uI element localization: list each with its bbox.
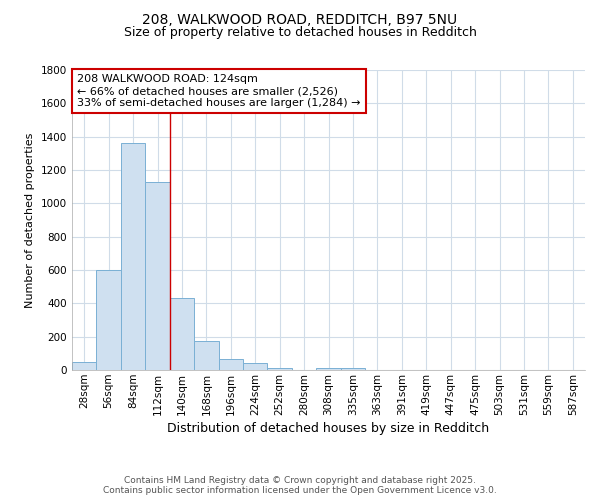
Bar bbox=[218, 358, 243, 370]
X-axis label: Distribution of detached houses by size in Redditch: Distribution of detached houses by size … bbox=[167, 422, 490, 435]
Text: Size of property relative to detached houses in Redditch: Size of property relative to detached ho… bbox=[124, 26, 476, 39]
Bar bbox=[316, 368, 341, 370]
Y-axis label: Number of detached properties: Number of detached properties bbox=[25, 132, 35, 308]
Bar bbox=[194, 341, 218, 370]
Text: Contains HM Land Registry data © Crown copyright and database right 2025.
Contai: Contains HM Land Registry data © Crown c… bbox=[103, 476, 497, 495]
Bar bbox=[243, 363, 268, 370]
Bar bbox=[170, 298, 194, 370]
Bar bbox=[268, 368, 292, 370]
Text: 208 WALKWOOD ROAD: 124sqm
← 66% of detached houses are smaller (2,526)
33% of se: 208 WALKWOOD ROAD: 124sqm ← 66% of detac… bbox=[77, 74, 361, 108]
Bar bbox=[72, 362, 97, 370]
Bar bbox=[97, 270, 121, 370]
Bar bbox=[341, 368, 365, 370]
Bar bbox=[121, 144, 145, 370]
Text: 208, WALKWOOD ROAD, REDDITCH, B97 5NU: 208, WALKWOOD ROAD, REDDITCH, B97 5NU bbox=[142, 12, 458, 26]
Bar bbox=[145, 182, 170, 370]
